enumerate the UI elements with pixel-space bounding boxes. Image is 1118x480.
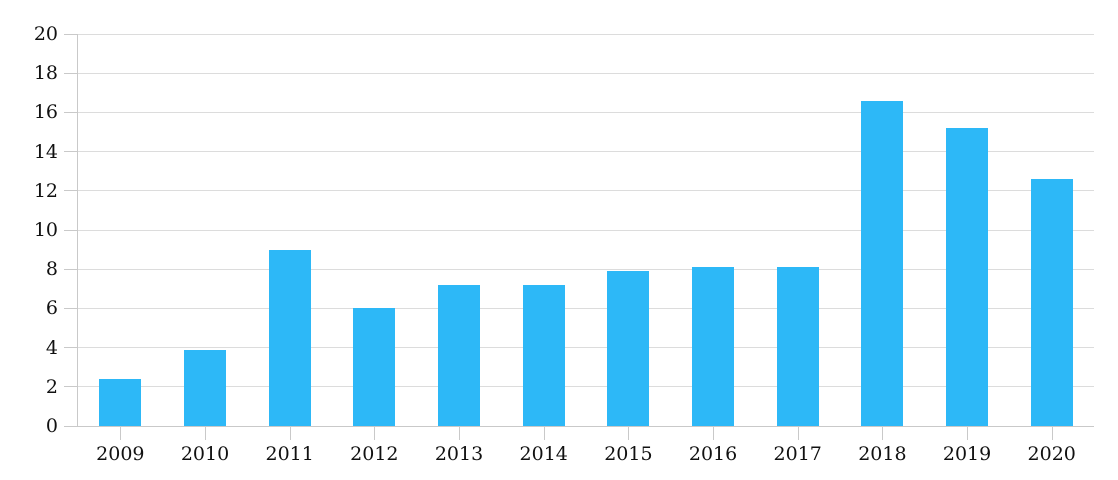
x-axis-tick [289,426,291,440]
bar [522,284,565,426]
y-axis-tick [64,151,77,153]
x-axis-tick-label: 2012 [350,443,399,465]
y-axis-tick [64,33,77,35]
y-axis-tick [64,268,77,270]
category-slot: 2019 [925,34,1010,465]
y-axis-tick [64,307,77,309]
category-slot: 2014 [501,34,586,465]
category-slot: 2020 [1009,34,1094,465]
x-axis-tick [543,426,545,440]
y-axis-tick [64,111,77,113]
y-axis-tick [64,72,77,74]
y-axis-tick [64,386,77,388]
category-slot: 2018 [840,34,925,465]
gridline [78,72,1094,74]
x-axis-tick-label: 2014 [519,443,568,465]
bar [776,267,819,426]
x-axis-tick [205,426,206,440]
y-axis-tick-label: 14 [33,140,58,163]
bar [438,284,481,426]
y-axis-tick [64,347,77,349]
x-axis-tick [797,426,799,440]
y-axis-tick-label: 12 [33,179,58,202]
y-axis-tick [64,425,77,427]
category-slot: 2015 [586,34,671,465]
y-axis-tick-label: 20 [33,23,58,45]
x-axis-tick [374,426,376,440]
gridline [78,307,1094,309]
category-slot: 2009 [78,34,163,465]
x-axis-tick-label: 2015 [604,443,653,465]
x-axis-tick-label: 2016 [688,443,738,465]
y-axis-tick-label: 0 [45,415,58,437]
gridline [78,190,1094,192]
y-axis-tick [64,190,77,192]
x-axis-tick [882,426,884,440]
y-axis-tick-label: 16 [33,101,58,124]
category-slot: 2016 [671,34,756,465]
plot-area: 0 2 4 6 8 10 12 14 16 18 20 2009 2010 2011 2012 2013 201… [34,24,1094,465]
bar [184,349,226,426]
gridline [78,33,1094,35]
bar [1030,179,1073,426]
y-axis-tick-label: 10 [33,219,58,241]
x-axis-tick-label: 2010 [180,443,230,465]
x-axis-tick [713,426,715,440]
bar-series: 2009 2010 2011 2012 2013 2014 2015 2016 2017 2018… [78,34,1094,465]
x-axis-tick-label: 2018 [858,443,907,465]
bar [607,271,650,426]
bar [353,308,396,426]
category-slot: 2012 [332,34,417,465]
bar [692,267,735,426]
gridline [78,386,1094,388]
bar [861,100,904,426]
x-axis-tick-label: 2019 [942,443,992,465]
x-axis-tick [967,426,969,440]
category-slot: 2013 [417,34,502,465]
x-axis-tick [459,426,461,440]
y-axis-tick-label: 8 [45,258,58,281]
gridline [78,347,1094,349]
y-axis-tick-label: 2 [45,375,58,398]
x-axis-tick-label: 2020 [1027,443,1076,465]
x-axis-tick [1051,426,1053,440]
bar [268,249,311,426]
x-axis-tick-label: 2009 [96,443,145,465]
x-axis-tick [120,426,122,440]
gridline [78,229,1094,231]
bar [99,378,142,426]
gridline [78,268,1094,270]
x-axis-tick-label: 2013 [434,443,484,465]
y-axis-tick-label: 4 [45,336,58,359]
x-axis-tick-label: 2017 [773,443,822,465]
category-slot: 2017 [755,34,840,465]
gridline [78,151,1094,153]
category-slot: 2011 [247,34,332,465]
x-axis-tick-label: 2011 [265,443,314,465]
y-axis-tick-label: 6 [45,297,58,320]
category-slot: 2010 [163,34,248,465]
x-axis-tick [628,426,630,440]
y-axis-tick [64,229,77,231]
y-axis-tick-label: 18 [33,62,58,85]
gridline [78,111,1094,113]
bar [946,128,989,426]
